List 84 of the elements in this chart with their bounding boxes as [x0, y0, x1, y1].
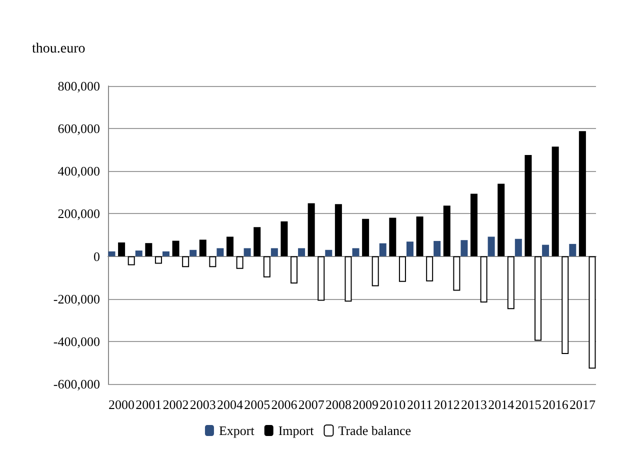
bar [244, 248, 251, 256]
x-tick-label: 2016 [542, 397, 569, 412]
x-tick-label: 2011 [407, 397, 433, 412]
x-tick-label: 2017 [569, 397, 596, 412]
bar [524, 154, 532, 256]
bar [325, 250, 332, 256]
bar [406, 242, 414, 256]
bar [534, 256, 542, 341]
bar [514, 238, 522, 256]
bar [569, 244, 576, 256]
bar [389, 218, 396, 256]
bar [199, 240, 206, 256]
x-tick-label: 2015 [515, 397, 542, 412]
bar [507, 256, 514, 310]
bar [128, 256, 135, 266]
bar [488, 236, 495, 256]
bar [453, 256, 460, 291]
x-tick-label: 2010 [380, 397, 406, 412]
bar [562, 256, 569, 354]
x-tick-label: 2003 [190, 397, 216, 412]
bar [426, 256, 434, 282]
bar [470, 194, 478, 256]
x-tick-label: 2012 [434, 397, 460, 412]
bar [298, 248, 306, 256]
x-tick-label: 2008 [325, 397, 352, 412]
x-tick-label: 2014 [488, 397, 515, 412]
bar [334, 204, 342, 256]
legend-label: Trade balance [338, 423, 412, 438]
x-tick-label: 2000 [108, 397, 135, 412]
legend-label: Export [218, 423, 255, 438]
x-tick-label: 2007 [298, 397, 325, 412]
bar [236, 256, 244, 269]
bar [172, 240, 180, 256]
bar [108, 251, 116, 256]
bar [480, 256, 488, 302]
bar [416, 216, 424, 256]
bar [372, 256, 379, 286]
bar [443, 206, 450, 256]
bar [270, 248, 278, 256]
bar [542, 244, 550, 256]
legend-label: Import [278, 423, 314, 438]
x-tick-label: 2006 [271, 397, 298, 412]
x-tick-label: 2013 [461, 397, 487, 412]
x-tick-label: 2001 [136, 397, 162, 412]
bar [154, 256, 162, 264]
bar [290, 256, 298, 284]
bar [552, 146, 559, 256]
bar [588, 256, 596, 369]
x-tick-label: 2002 [162, 397, 189, 412]
bar [145, 243, 152, 256]
bar [352, 248, 360, 256]
bar [216, 248, 224, 256]
bar [398, 256, 406, 282]
y-tick-label: 400,000 [58, 164, 100, 179]
bar [254, 227, 261, 256]
y-tick-label: 200,000 [58, 206, 100, 222]
bar [209, 256, 216, 268]
x-tick-label: 2009 [352, 397, 379, 412]
y-tick-label: 600,000 [58, 121, 100, 136]
y-tick-label: 0 [94, 248, 100, 264]
bar [308, 203, 315, 256]
bar [362, 218, 370, 256]
bar [162, 251, 170, 256]
bar [280, 221, 288, 256]
x-tick-label: 2005 [244, 397, 270, 412]
bar [318, 256, 325, 301]
bar [434, 240, 441, 256]
bar [190, 250, 197, 256]
bar [379, 243, 386, 256]
bar [344, 256, 352, 302]
bar [578, 131, 586, 256]
y-axis-title: thou.euro [32, 42, 86, 56]
y-tick-label: 800,000 [58, 78, 100, 94]
y-tick-label: -400,000 [53, 334, 100, 349]
bar [498, 184, 505, 256]
y-tick-label: -200,000 [53, 291, 100, 306]
bar [263, 256, 270, 278]
bar [118, 242, 126, 256]
x-tick-label: 2004 [217, 397, 244, 412]
bar [182, 256, 190, 268]
bar [226, 236, 234, 256]
bar [460, 240, 468, 256]
bar [135, 250, 142, 256]
y-tick-label: -600,000 [53, 376, 100, 392]
